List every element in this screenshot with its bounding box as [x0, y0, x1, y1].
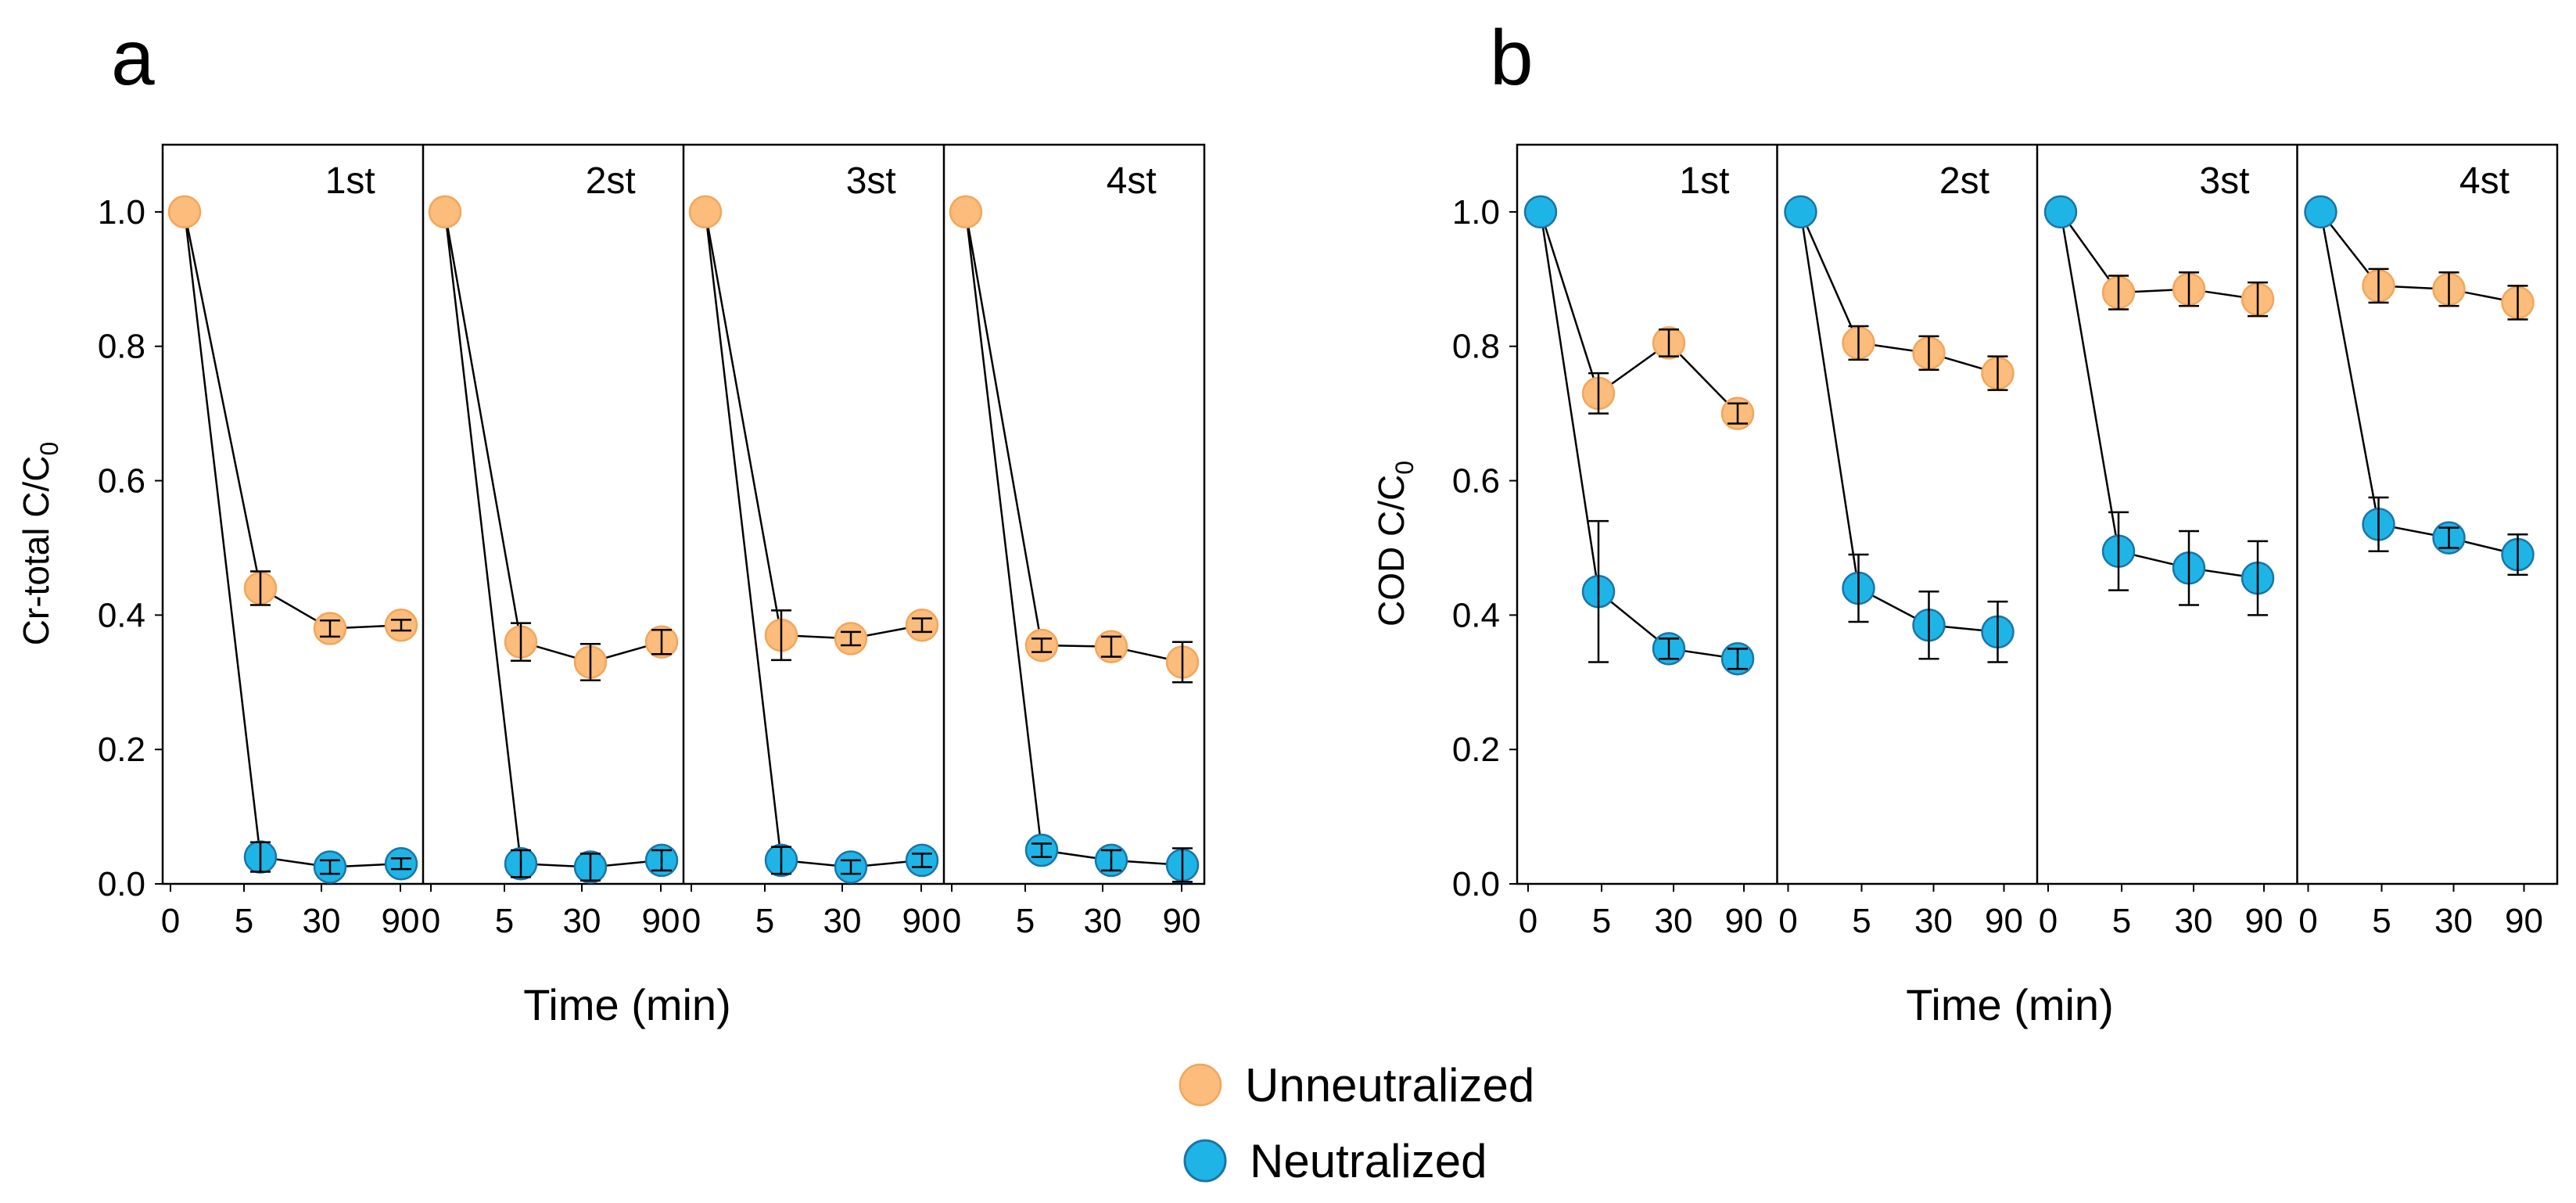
- y-tick-label: 0.2: [1452, 731, 1500, 769]
- unneutralized-series-line: [1539, 211, 1738, 415]
- x-tick-label: 90: [2505, 902, 2543, 940]
- unneutralized-point: [688, 195, 723, 229]
- unneutralized-series-line: [183, 211, 402, 630]
- x-tick-label: 0: [2298, 902, 2317, 940]
- x-tick-label: 0: [942, 902, 961, 940]
- neutralized-series-line: [2319, 211, 2518, 556]
- x-tick-label: 5: [1592, 902, 1611, 940]
- chart-a: 0.0 0.2 0.4 0.6 0.8 1.0 0 5 30 90 1st 0 5 30 90 2st 0 5 30…: [98, 143, 1206, 940]
- neutralized-point: [2304, 195, 2337, 229]
- y-tick-label: 0.0: [1452, 865, 1500, 903]
- neutralized-series-line: [183, 211, 402, 868]
- legend-neutralized-marker: [1183, 1139, 1227, 1183]
- cycle-label: 3st: [2199, 160, 2249, 202]
- x-tick-label: 5: [235, 902, 253, 940]
- neutralized-series-line: [2059, 211, 2258, 580]
- x-tick-label: 0: [422, 902, 440, 940]
- x-tick-label: 90: [1725, 902, 1763, 940]
- x-axis-title-a: Time (min): [523, 980, 730, 1029]
- x-tick-label: 0: [1519, 902, 1537, 940]
- x-tick-label: 5: [1016, 902, 1035, 940]
- x-tick-label: 0: [161, 902, 180, 940]
- neutralized-point: [1523, 195, 1558, 229]
- cycle-label: 2st: [1939, 160, 1989, 202]
- legend: Unneutralized Neutralized: [1179, 1059, 1534, 1187]
- x-tick-label: 90: [382, 902, 420, 940]
- x-tick-label: 30: [2175, 902, 2213, 940]
- unneutralized-series-line: [443, 211, 662, 663]
- unneutralized-series-line: [1799, 211, 1998, 375]
- x-tick-label: 90: [1985, 902, 2023, 940]
- unneutralized-series-line: [2319, 211, 2518, 304]
- y-tick-label: 0.4: [1452, 596, 1500, 634]
- y-tick-label: 0.2: [98, 731, 145, 769]
- y-tick-label: 0.0: [98, 865, 145, 903]
- neutralized-point: [1784, 195, 1817, 229]
- x-tick-label: 0: [682, 902, 701, 940]
- neutralized-series-line: [964, 211, 1183, 867]
- panel-letter-b: b: [1490, 14, 1534, 102]
- unneutralized-point: [167, 195, 202, 229]
- x-tick-label: 5: [2112, 902, 2131, 940]
- unneutralized-point: [949, 195, 983, 229]
- y-axis-title-a: Cr-total C/C0: [16, 442, 63, 646]
- cycle-label: 4st: [1107, 160, 1157, 202]
- cycle-label: 3st: [846, 160, 896, 202]
- legend-neutralized-label: Neutralized: [1250, 1135, 1487, 1187]
- cycle-label: 1st: [325, 160, 375, 202]
- unneutralized-point: [428, 195, 462, 229]
- cycle-label: 1st: [1679, 160, 1729, 202]
- unneutralized-series-line: [2059, 211, 2258, 300]
- x-tick-label: 90: [2245, 902, 2284, 940]
- y-tick-label: 0.4: [98, 596, 145, 634]
- cycle-label: 2st: [586, 160, 636, 202]
- y-tick-label: 0.6: [98, 462, 145, 501]
- x-tick-label: 90: [1163, 902, 1201, 940]
- legend-unneutralized-label: Unneutralized: [1245, 1059, 1534, 1111]
- x-tick-label: 30: [563, 902, 601, 940]
- x-tick-label: 0: [2039, 902, 2058, 940]
- x-tick-label: 30: [2434, 902, 2473, 940]
- neutralized-series-line: [1539, 211, 1738, 660]
- y-axis-title-b: COD C/C0: [1371, 461, 1419, 627]
- y-tick-label: 1.0: [98, 193, 145, 232]
- x-tick-label: 30: [1655, 902, 1693, 940]
- chart-b: 0.0 0.2 0.4 0.6 0.8 1.0 0 5 30 90 1st 0 5 30 90 2st 0 5 30…: [1452, 143, 2559, 940]
- y-tick-label: 0.8: [98, 328, 145, 366]
- x-axis-title-b: Time (min): [1906, 980, 2113, 1029]
- neutralized-series-line: [443, 211, 662, 868]
- x-tick-label: 30: [823, 902, 862, 940]
- panel-letter-a: a: [111, 14, 155, 102]
- cycle-label: 4st: [2459, 160, 2510, 202]
- x-tick-label: 30: [303, 902, 341, 940]
- neutralized-point: [2043, 195, 2078, 229]
- neutralized-series-line: [1799, 211, 1998, 634]
- x-tick-label: 5: [495, 902, 514, 940]
- x-tick-label: 5: [1852, 902, 1871, 940]
- y-tick-label: 0.6: [1452, 462, 1500, 501]
- x-tick-label: 5: [755, 902, 774, 940]
- unneutralized-series-line: [964, 211, 1183, 663]
- unneutralized-series-line: [704, 211, 923, 640]
- neutralized-series-line: [704, 211, 923, 868]
- x-tick-label: 90: [902, 902, 941, 940]
- x-tick-label: 30: [1084, 902, 1122, 940]
- x-tick-label: 30: [1914, 902, 1953, 940]
- y-tick-label: 1.0: [1452, 193, 1500, 232]
- legend-unneutralized-marker: [1179, 1063, 1222, 1107]
- x-tick-label: 5: [2372, 902, 2391, 940]
- x-tick-label: 0: [1778, 902, 1797, 940]
- y-tick-label: 0.8: [1452, 328, 1500, 366]
- x-tick-label: 90: [642, 902, 680, 940]
